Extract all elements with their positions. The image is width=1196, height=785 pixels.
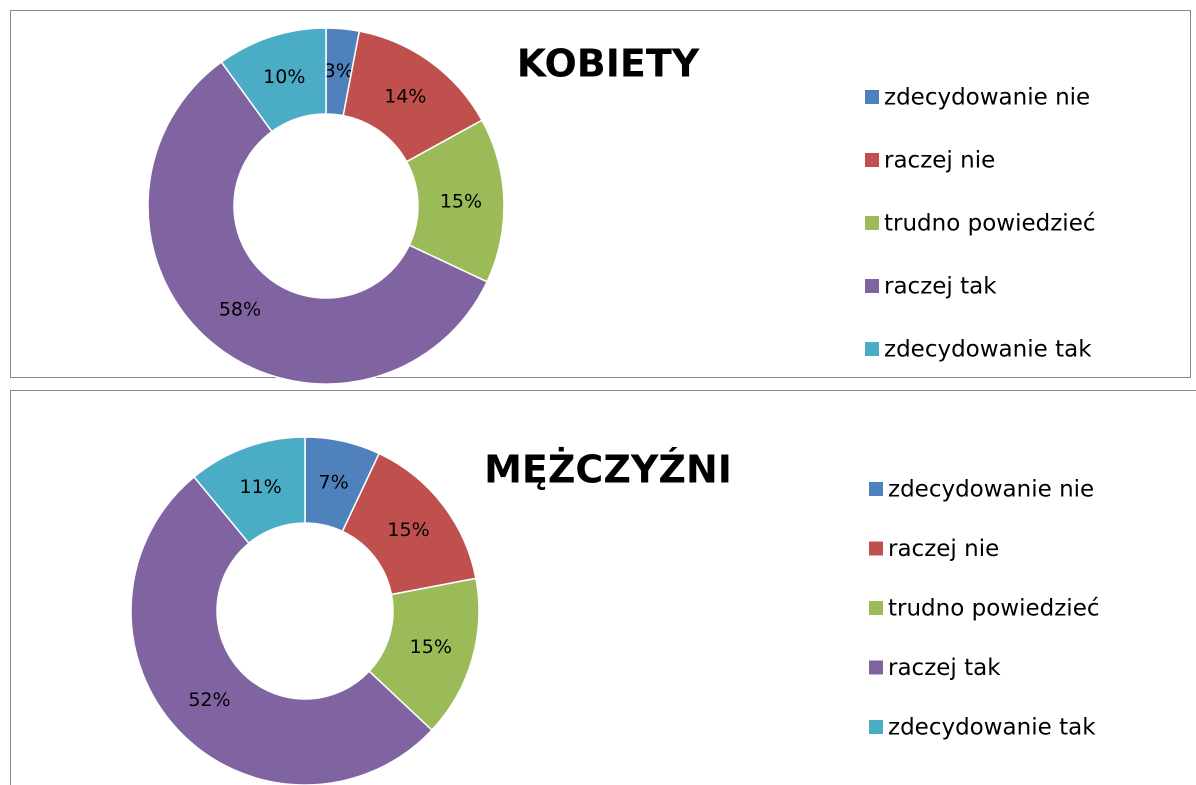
donut-slice <box>405 119 505 283</box>
chart-title: KOBIETY <box>517 42 700 86</box>
donut-slice <box>220 27 327 133</box>
legend-label: trudno powiedzieć <box>884 211 1096 237</box>
data-label: 15% <box>387 519 429 541</box>
legend-label: zdecydowanie nie <box>884 85 1090 111</box>
data-label: 15% <box>440 190 482 212</box>
data-label: 10% <box>263 66 305 88</box>
legend-swatch <box>865 342 879 356</box>
legend-label: trudno powiedzieć <box>888 596 1100 622</box>
legend-swatch <box>869 482 883 496</box>
data-label: 52% <box>188 689 230 711</box>
donut-slice <box>147 60 489 385</box>
legend-swatch <box>869 660 883 675</box>
donut-slice <box>193 436 306 545</box>
chart-frame <box>10 390 1196 785</box>
data-label: 11% <box>240 476 282 498</box>
data-label: 15% <box>410 636 452 658</box>
legend-label: zdecydowanie tak <box>884 337 1092 363</box>
legend-label: zdecydowanie nie <box>888 477 1094 503</box>
legend-swatch <box>869 601 883 615</box>
data-label: 14% <box>384 85 426 107</box>
legend-label: zdecydowanie tak <box>888 715 1096 741</box>
donut-slice <box>130 475 433 785</box>
chart-title: MĘŻCZYŹNI <box>484 448 732 492</box>
legend-swatch <box>869 541 883 556</box>
data-label: 7% <box>318 472 348 494</box>
legend-swatch <box>865 153 879 167</box>
legend-swatch <box>865 216 879 230</box>
legend-label: raczej tak <box>888 655 1001 681</box>
data-label: 3% <box>324 60 354 82</box>
legend-label: raczej nie <box>888 536 999 562</box>
chart-frame <box>10 10 1191 378</box>
legend-label: raczej nie <box>884 148 995 174</box>
legend-label: raczej tak <box>884 274 997 300</box>
legend-swatch <box>865 279 879 293</box>
legend-swatch <box>869 720 883 734</box>
legend-swatch <box>865 90 879 104</box>
data-label: 58% <box>219 299 261 321</box>
